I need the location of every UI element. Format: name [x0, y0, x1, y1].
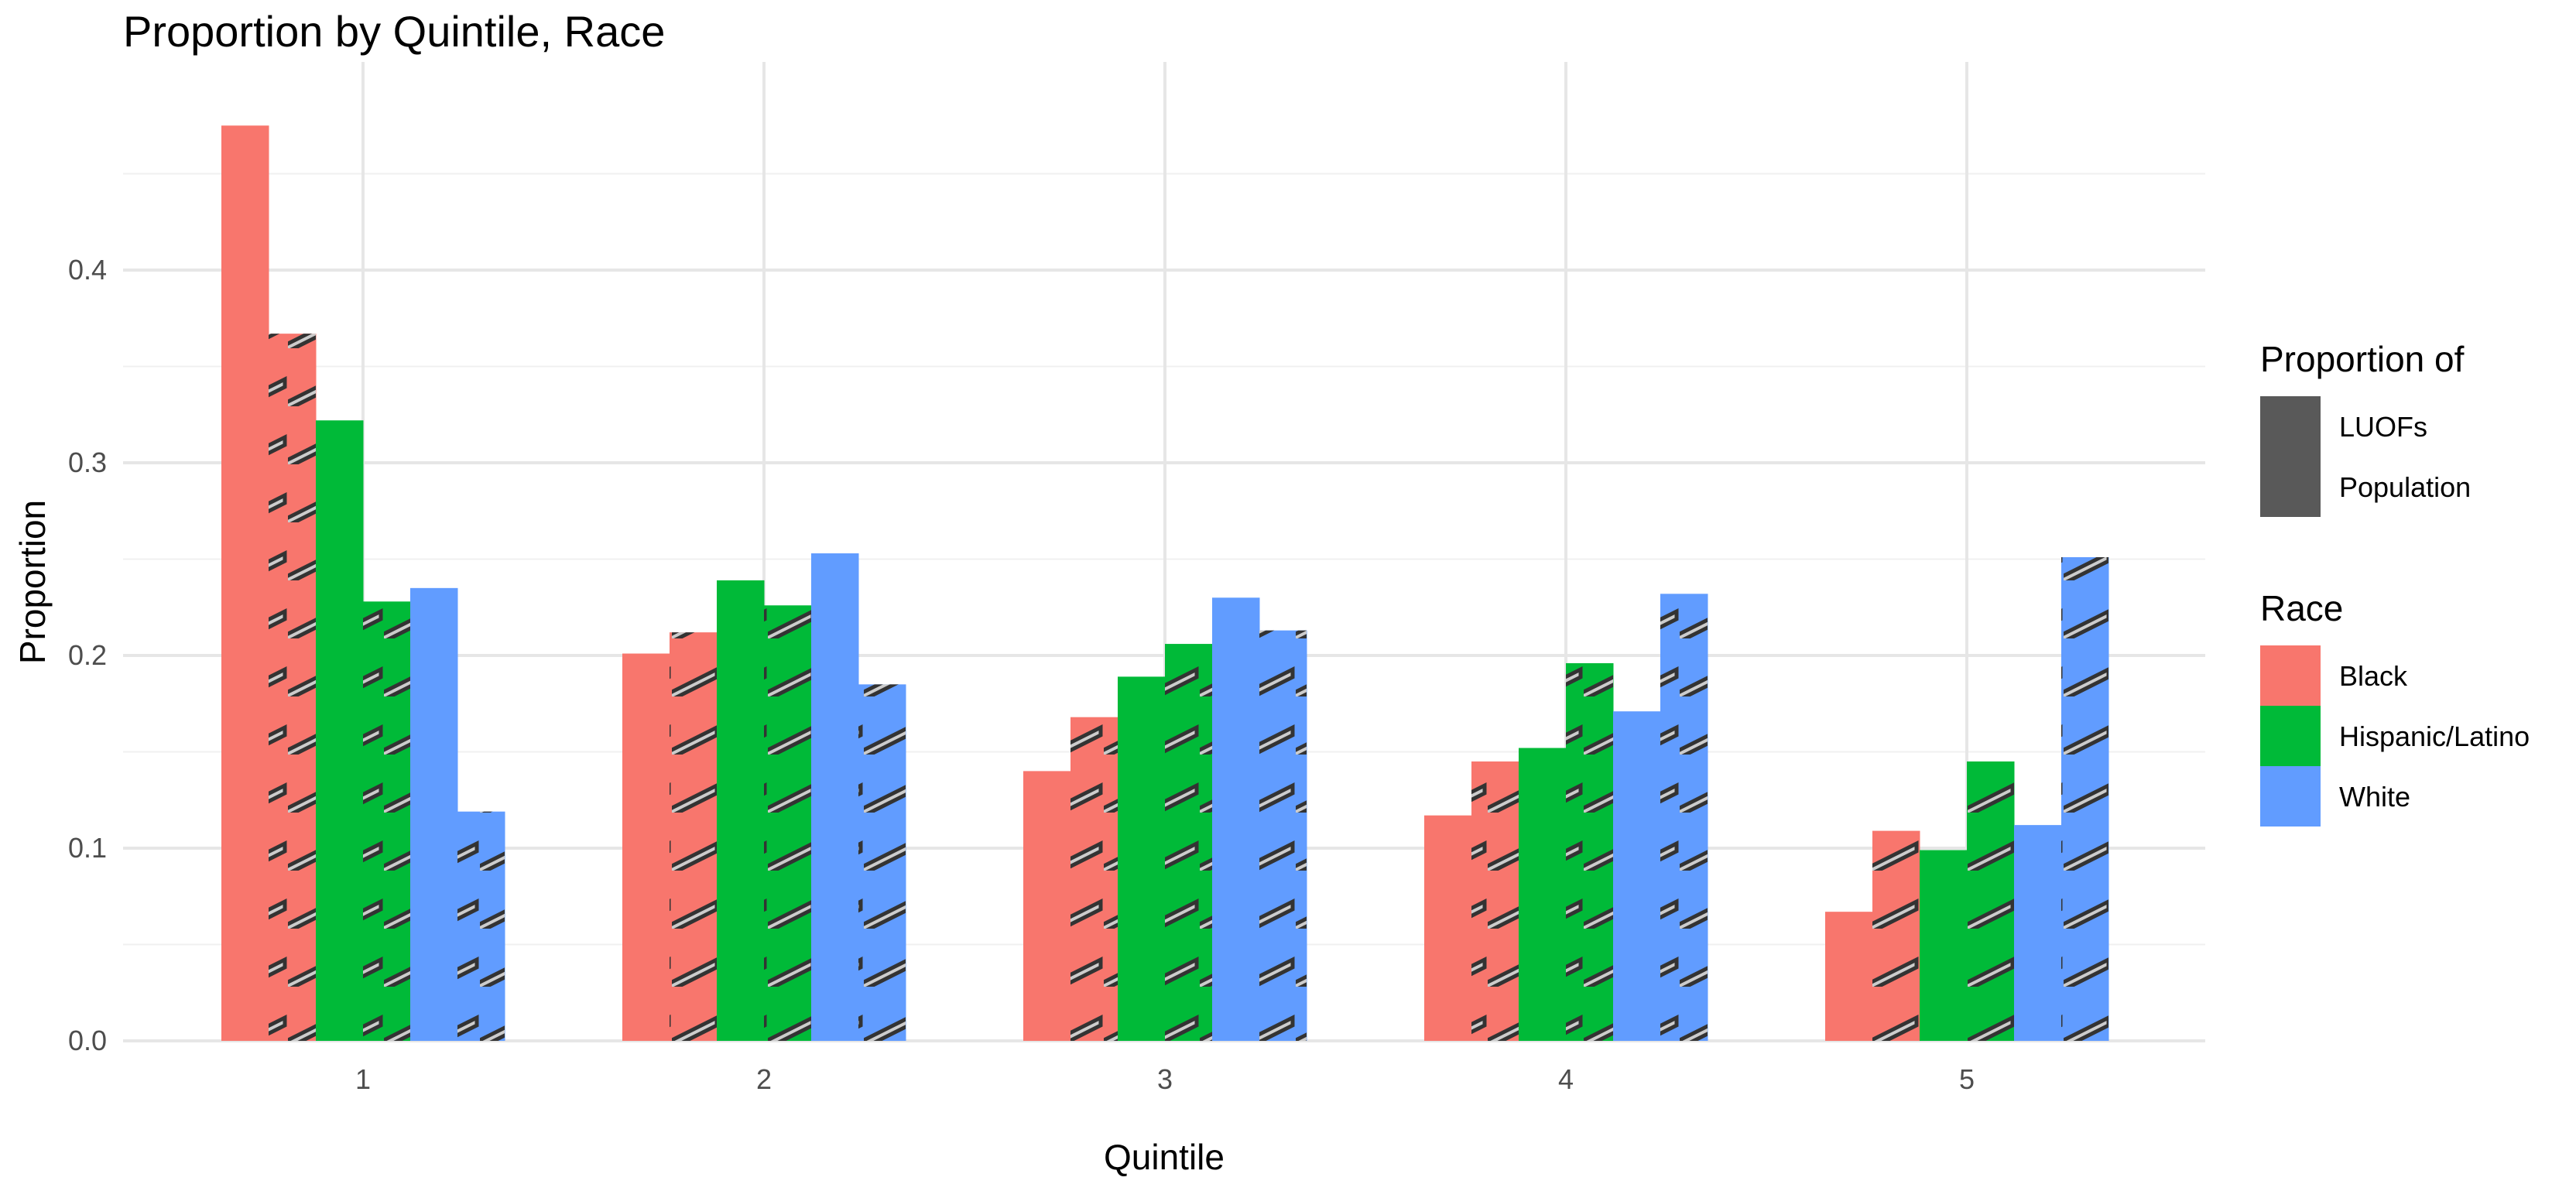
bar-white-luofs-q2: [811, 553, 859, 1041]
bar-hispanic-latino-luofs-q2: [717, 580, 765, 1041]
y-tick-label: 0.2: [68, 639, 107, 671]
bar-white-luofs-q1: [410, 587, 458, 1041]
legend-proportion-of: Proportion of LUOFs Population: [2260, 338, 2471, 517]
legend-label-hispanic-latino: Hispanic/Latino: [2339, 720, 2530, 752]
bar-black-population-q2-hatch: [670, 632, 717, 1041]
legend-race: Race Black Hispanic/Latino White: [2260, 587, 2530, 827]
bar-hispanic-latino-luofs-q4: [1519, 748, 1567, 1041]
legend-label-white: White: [2339, 781, 2411, 813]
bar-black-luofs-q2: [622, 653, 670, 1041]
bar-hispanic-latino-population-q4-hatch: [1566, 662, 1613, 1041]
legend-key-hispanic-latino: [2260, 706, 2321, 766]
legend-item-luofs: LUOFs: [2260, 396, 2576, 457]
bar-black-population-q4-hatch: [1471, 761, 1519, 1041]
y-tick-label: 0.3: [68, 447, 107, 478]
legend-title-race: Race: [2260, 588, 2344, 628]
bar-white-population-q1-hatch: [457, 811, 505, 1041]
bar-white-population-q2-hatch: [858, 684, 906, 1041]
bar-white-luofs-q4: [1613, 711, 1661, 1041]
legend-item-white: White: [2260, 766, 2576, 827]
legend-key-luofs: [2260, 396, 2321, 457]
bar-white-population-q3-hatch: [1259, 630, 1307, 1041]
x-axis-title: Quintile: [1104, 1137, 1225, 1177]
legend-key-white: [2260, 766, 2321, 827]
bar-hispanic-latino-population-q3-hatch: [1165, 644, 1212, 1041]
bar-hispanic-latino-luofs-q3: [1118, 676, 1166, 1041]
legend-label-luofs: LUOFs: [2339, 411, 2428, 443]
tick-labels: 0.0 0.1 0.2 0.3 0.4 1 2 3 4 5: [68, 254, 1975, 1095]
bar-hispanic-latino-population-q5-hatch: [1967, 761, 2014, 1041]
bar-hispanic-latino-luofs-q5: [1920, 850, 1968, 1041]
x-tick-label: 4: [1558, 1063, 1574, 1095]
y-tick-label: 0.4: [68, 254, 107, 286]
bar-white-population-q4-hatch: [1660, 594, 1708, 1041]
legend-key-population: [2260, 457, 2321, 517]
bars: [221, 125, 2109, 1041]
chart-title: Proportion by Quintile, Race: [123, 7, 666, 56]
bar-black-luofs-q4: [1424, 815, 1472, 1041]
legend-item-hispanic-latino: Hispanic/Latino: [2260, 706, 2576, 766]
legend-key-black: [2260, 645, 2321, 706]
x-tick-label: 3: [1157, 1063, 1173, 1095]
bar-black-luofs-q1: [221, 125, 269, 1041]
bar-hispanic-latino-population-q2-hatch: [764, 605, 811, 1041]
legend-title-proportion-of: Proportion of: [2260, 339, 2465, 379]
bar-black-luofs-q3: [1023, 771, 1071, 1041]
bar-black-population-q1-hatch: [269, 334, 316, 1041]
legend-item-population: Population: [2260, 457, 2576, 517]
y-tick-label: 0.1: [68, 832, 107, 864]
x-tick-label: 5: [1959, 1063, 1975, 1095]
x-tick-label: 1: [355, 1063, 371, 1095]
bar-black-population-q5-hatch: [1872, 830, 1920, 1041]
legend-label-black: Black: [2339, 660, 2408, 692]
y-axis-title: Proportion: [12, 500, 53, 664]
y-tick-label: 0.0: [68, 1025, 107, 1056]
bar-black-population-q3-hatch: [1070, 717, 1118, 1041]
x-tick-label: 2: [756, 1063, 772, 1095]
legend-label-population: Population: [2339, 471, 2472, 503]
bar-hispanic-latino-population-q1-hatch: [363, 601, 410, 1041]
bar-white-luofs-q3: [1212, 597, 1260, 1041]
bar-white-population-q5-hatch: [2061, 557, 2108, 1041]
legend-item-black: Black: [2260, 645, 2576, 706]
bar-hispanic-latino-luofs-q1: [316, 420, 364, 1041]
bar-black-luofs-q5: [1825, 912, 1873, 1041]
bar-white-luofs-q5: [2014, 825, 2062, 1041]
